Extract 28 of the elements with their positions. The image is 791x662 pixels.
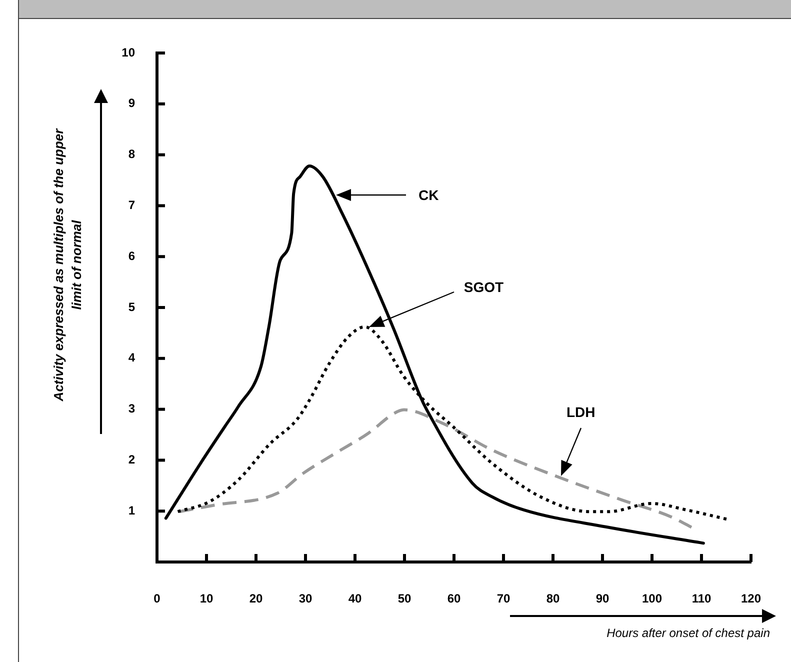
- y-tick-label: 4: [128, 350, 136, 365]
- y-tick-label: 5: [128, 300, 136, 314]
- annotation: LDH: [566, 404, 596, 420]
- y-tick-label: 1: [128, 503, 136, 518]
- x-tick-label: 50: [398, 592, 412, 606]
- y-tick-label: 10: [122, 45, 136, 60]
- x-tick-label: 10: [200, 592, 214, 606]
- x-tick-label: 60: [447, 592, 461, 606]
- x-tick-label: 40: [348, 592, 362, 606]
- y-tick-label: 9: [128, 96, 136, 110]
- x-tick-label: 80: [546, 592, 560, 606]
- y-axis-title: Activity expressed as multiples of the upper limit of normal: [50, 127, 85, 404]
- annotation: SGOT: [464, 278, 504, 295]
- y-tick-label: 3: [128, 402, 136, 416]
- x-tick-label: 120: [740, 592, 762, 606]
- y-tick-label: 6: [128, 248, 136, 263]
- y-tick-label: 8: [128, 147, 136, 162]
- x-tick-label: 30: [298, 592, 312, 606]
- x-tick-label: 110: [692, 592, 712, 606]
- x-tick-label: 70: [496, 592, 510, 606]
- x-axis-title: Hours after onset of chest pain: [606, 626, 770, 640]
- y-tick-label: 7: [128, 198, 136, 212]
- x-tick-label: 20: [249, 592, 263, 606]
- annotation: CK: [418, 187, 439, 203]
- y-tick-label: 2: [128, 452, 136, 467]
- x-tick-label: 0: [154, 592, 161, 606]
- x-tick-label: 100: [642, 592, 662, 606]
- x-tick-label: 90: [596, 592, 610, 606]
